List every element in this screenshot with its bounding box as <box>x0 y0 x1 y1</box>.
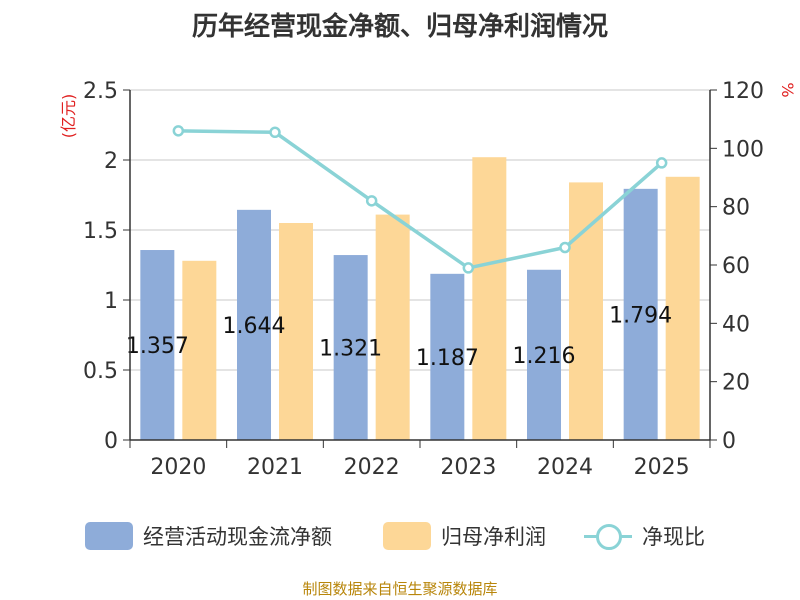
x-tick-label: 2021 <box>247 455 303 480</box>
y-right-tick-label: 20 <box>722 371 750 396</box>
bar-net-profit <box>472 157 507 440</box>
legend-label-cash-ratio: 净现比 <box>642 525 705 549</box>
y-right-tick-label: 0 <box>722 429 736 454</box>
data-label-cashflow: 1.321 <box>319 337 382 362</box>
line-cash-ratio <box>178 129 663 270</box>
bar-net-profit <box>279 223 313 440</box>
legend-item-cashflow[interactable]: 经营活动现金流净额 <box>85 518 332 554</box>
y-right-tick-label: 80 <box>722 196 750 221</box>
bar-cashflow <box>430 273 465 440</box>
x-tick-label: 2025 <box>634 455 690 480</box>
point-cash-ratio <box>462 262 475 274</box>
y-left-tick-label: 0.5 <box>83 359 118 384</box>
y-right-tick-label: 120 <box>722 79 764 104</box>
x-tick-label: 2022 <box>344 455 400 480</box>
y-left-axis-title: (亿元) <box>59 94 78 139</box>
legend-label-cashflow: 经营活动现金流净额 <box>143 525 332 549</box>
bar-net-profit <box>665 176 700 441</box>
bar-cashflow <box>140 250 175 440</box>
legend: 经营活动现金流净额 归母净利润 净现比 <box>0 518 800 554</box>
bar-cashflow <box>623 188 658 440</box>
x-tick-label: 2024 <box>537 455 593 480</box>
data-label-cashflow: 1.216 <box>513 344 576 369</box>
bar-cashflow <box>527 269 561 440</box>
y-left-tick-label: 1 <box>104 289 118 314</box>
data-label-cashflow: 1.644 <box>223 314 286 339</box>
legend-label-net-profit: 归母净利润 <box>441 525 546 549</box>
point-cash-ratio <box>172 125 185 137</box>
x-tick-label: 2020 <box>150 455 206 480</box>
legend-swatch-cash-ratio <box>584 522 632 550</box>
y-left-tick-label: 2 <box>104 149 118 174</box>
data-label-cashflow: 1.187 <box>416 346 479 371</box>
y-left-tick-label: 0 <box>104 429 118 454</box>
bar-net-profit <box>182 260 217 440</box>
bar-net-profit <box>375 214 410 440</box>
x-tick-label: 2023 <box>440 455 496 480</box>
bar-cashflow <box>237 209 271 440</box>
y-left-tick-label: 2.5 <box>83 79 118 104</box>
legend-swatch-cashflow <box>85 522 133 550</box>
bar-net-profit <box>569 182 603 440</box>
y-right-axis-title: % <box>778 82 797 97</box>
y-right-tick-label: 100 <box>722 137 764 162</box>
point-cash-ratio <box>365 195 378 207</box>
source-note: 制图数据来自恒生聚源数据库 <box>302 580 498 598</box>
legend-swatch-net-profit <box>383 522 431 550</box>
point-cash-ratio <box>269 126 281 139</box>
point-cash-ratio <box>655 157 668 169</box>
bar-cashflow <box>333 255 368 440</box>
data-label-cashflow: 1.794 <box>609 303 672 328</box>
y-right-tick-label: 60 <box>722 254 750 279</box>
legend-item-cash-ratio[interactable]: 净现比 <box>584 518 705 554</box>
y-right-tick-label: 40 <box>722 312 750 337</box>
point-cash-ratio <box>559 241 571 254</box>
y-left-tick-label: 1.5 <box>83 219 118 244</box>
data-label-cashflow: 1.357 <box>126 334 189 359</box>
legend-item-net-profit[interactable]: 归母净利润 <box>383 518 546 554</box>
chart-title: 历年经营现金净额、归母净利润情况 <box>191 12 608 42</box>
